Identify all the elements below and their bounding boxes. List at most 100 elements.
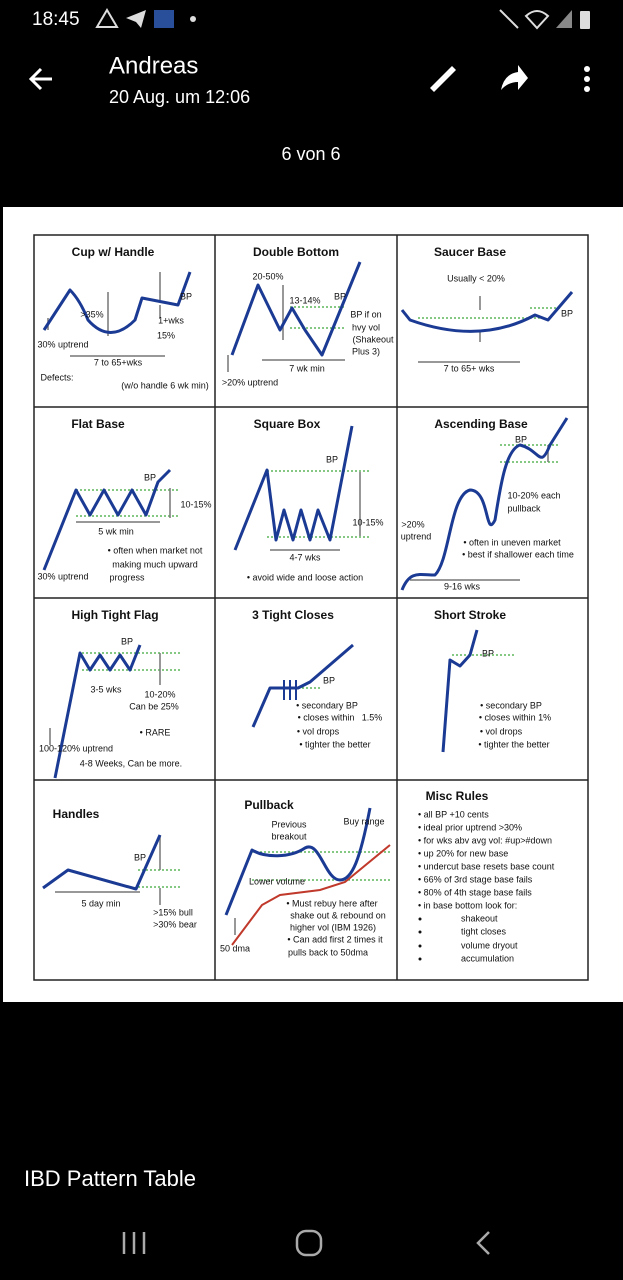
cell-label: Usually < 20% [447, 273, 505, 283]
cell-label: progress [109, 572, 145, 582]
cell-label: • secondary BP [296, 700, 358, 710]
cell-label: >15% bull [153, 907, 193, 917]
cell-label: 4-8 Weeks, Can be more. [80, 758, 182, 768]
cell-label: Previous [271, 819, 307, 829]
cell-label: uptrend [401, 531, 432, 541]
cell-label: • often when market not [108, 545, 203, 555]
cell-label: Can be 25% [129, 701, 179, 711]
cell-label: BP [334, 291, 346, 301]
cell-title: Short Stroke [434, 608, 506, 622]
cell-label: • up 20% for new base [418, 848, 508, 858]
cell-label: • RARE [140, 727, 171, 737]
cell-label: 15% [157, 330, 175, 340]
cell-label: • 80% of 4th stage base fails [418, 887, 532, 897]
cell-label: BP if on [350, 309, 381, 319]
cell-label: 4-7 wks [289, 552, 321, 562]
cell-label: >20% uptrend [222, 377, 278, 387]
cell-label: (w/o handle 6 wk min) [121, 380, 209, 390]
cell-title: Pullback [244, 798, 294, 812]
cell-label: >35% [80, 309, 103, 319]
message-date: 20 Aug. um 12:06 [109, 87, 250, 107]
cell-label: • for wks abv avg vol: #up>#down [418, 835, 552, 845]
cell-label: 3-5 wks [90, 684, 122, 694]
cell-label: accumulation [461, 953, 514, 963]
status-time: 18:45 [32, 9, 80, 30]
cell-title: Flat Base [71, 417, 125, 431]
share-button[interactable] [501, 65, 528, 90]
cell-label: >30% bear [153, 919, 197, 929]
cell-title: Misc Rules [426, 789, 489, 803]
cell-label: BP [323, 675, 335, 685]
cell-label: pullback [507, 503, 541, 513]
cell-label: • 66% of 3rd stage base fails [418, 874, 533, 884]
cell-label: 50 dma [220, 943, 250, 953]
cell-title: Cup w/ Handle [72, 245, 155, 259]
edit-button[interactable] [430, 66, 456, 92]
cell-label: breakout [271, 831, 307, 841]
cell-label: shakeout [461, 913, 498, 923]
cell-label: hvy vol [352, 322, 380, 332]
cell-label: (Shakeout [352, 334, 394, 344]
cell-label: 9-16 wks [444, 581, 481, 591]
image-counter: 6 von 6 [281, 144, 340, 164]
more-button[interactable] [584, 66, 590, 92]
cell-label: • undercut base resets base count [418, 861, 555, 871]
cell-label: 5 day min [81, 898, 120, 908]
cell-label: • vol drops [297, 726, 340, 736]
cell-label: • closes within 1% [479, 712, 551, 722]
cell-label: Defects: [40, 372, 73, 382]
cell-label: 100-120% uptrend [39, 743, 113, 753]
cell-title: Saucer Base [434, 245, 506, 259]
cell-label: 10-15% [180, 499, 211, 509]
cell-label: • tighter the better [478, 739, 549, 749]
cell-label: 10-20% [144, 689, 175, 699]
cell-label: • ideal prior uptrend >30% [418, 822, 522, 832]
cell-label: 13-14% [289, 295, 320, 305]
cell-label: Plus 3) [352, 346, 380, 356]
cell-label: 10-20% each [507, 490, 560, 500]
cell-label: volume dryout [461, 940, 518, 950]
cell-label: Lower volume [249, 876, 305, 886]
cell-label: >20% [401, 519, 424, 529]
cell-label: 10-15% [352, 517, 383, 527]
cell-title: Handles [53, 807, 100, 821]
cell-label: BP [515, 434, 527, 444]
cell-label: BP [144, 472, 156, 482]
nav-back[interactable] [476, 1231, 490, 1255]
cell-label: higher vol (IBM 1926) [290, 922, 376, 932]
back-button[interactable] [28, 67, 52, 91]
cell-label: • in base bottom look for: [418, 900, 517, 910]
cell-label: BP [180, 291, 192, 301]
nav-home[interactable] [295, 1229, 323, 1257]
cell-label: BP [121, 636, 133, 646]
cell-title: Double Bottom [253, 245, 339, 259]
status-icons [95, 8, 590, 30]
pattern-drawings [42, 261, 574, 961]
cell-title: High Tight Flag [71, 608, 158, 622]
cell-label: making much upward [112, 559, 198, 569]
cell-label: 7 wk min [289, 363, 325, 373]
cell-label: • tighter the better [299, 739, 370, 749]
table-grid [33, 234, 589, 981]
cell-label: 1.5% [362, 712, 383, 722]
pattern-cells: Cup w/ Handle BP >35% 1+wks 15% 30% uptrend 7 … [37, 245, 573, 963]
cell-label: 20-50% [252, 271, 283, 281]
nav-recents[interactable] [122, 1232, 146, 1254]
cell-label: • Must rebuy here after [286, 898, 377, 908]
cell-label: • avoid wide and loose action [247, 572, 363, 582]
cell-label: 30% uptrend [37, 571, 88, 581]
cell-label: • secondary BP [480, 700, 542, 710]
cell-title: 3 Tight Closes [252, 608, 334, 622]
cell-label: • often in uneven market [463, 537, 561, 547]
cell-label: 5 wk min [98, 526, 134, 536]
cell-label: 30% uptrend [37, 339, 88, 349]
cell-label: BP [482, 648, 494, 658]
cell-label: • all BP +10 cents [418, 809, 489, 819]
cell-label: • closes within [298, 712, 355, 722]
cell-label: • Can add first 2 times it [287, 934, 383, 944]
cell-label: BP [326, 454, 338, 464]
cell-label: pulls back to 50dma [288, 947, 368, 957]
cell-label: 7 to 65+ wks [444, 363, 495, 373]
